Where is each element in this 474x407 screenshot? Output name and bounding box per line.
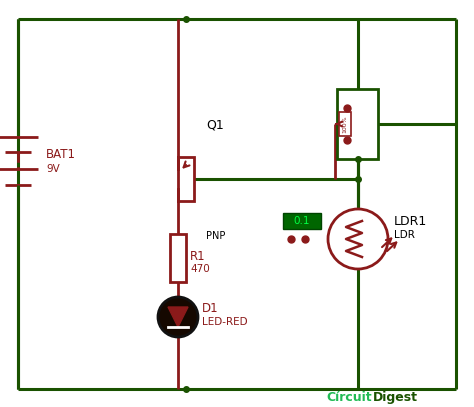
Bar — [283, 213, 321, 229]
Text: PNP: PNP — [206, 231, 225, 241]
Text: 9V: 9V — [46, 164, 60, 174]
Circle shape — [328, 209, 388, 269]
Text: Círcuit: Círcuit — [326, 391, 372, 404]
Text: Q1: Q1 — [206, 119, 224, 132]
Text: 100%: 100% — [343, 115, 347, 133]
Text: LDR: LDR — [394, 230, 415, 240]
Text: 470: 470 — [190, 264, 210, 274]
Text: RV1: RV1 — [349, 99, 376, 113]
Text: R1: R1 — [190, 250, 206, 263]
Bar — [337, 89, 378, 159]
Text: D1: D1 — [202, 302, 219, 315]
Text: Digest: Digest — [373, 391, 418, 404]
Text: LDR1: LDR1 — [394, 215, 427, 228]
Text: LED-RED: LED-RED — [202, 317, 247, 327]
Circle shape — [158, 297, 198, 337]
Bar — [178, 157, 194, 201]
Polygon shape — [168, 307, 188, 327]
Text: 1000k: 1000k — [339, 99, 374, 109]
Text: BAT1: BAT1 — [46, 149, 76, 162]
Bar — [339, 112, 351, 136]
Bar — [170, 234, 186, 282]
Text: 0.1: 0.1 — [294, 216, 310, 226]
